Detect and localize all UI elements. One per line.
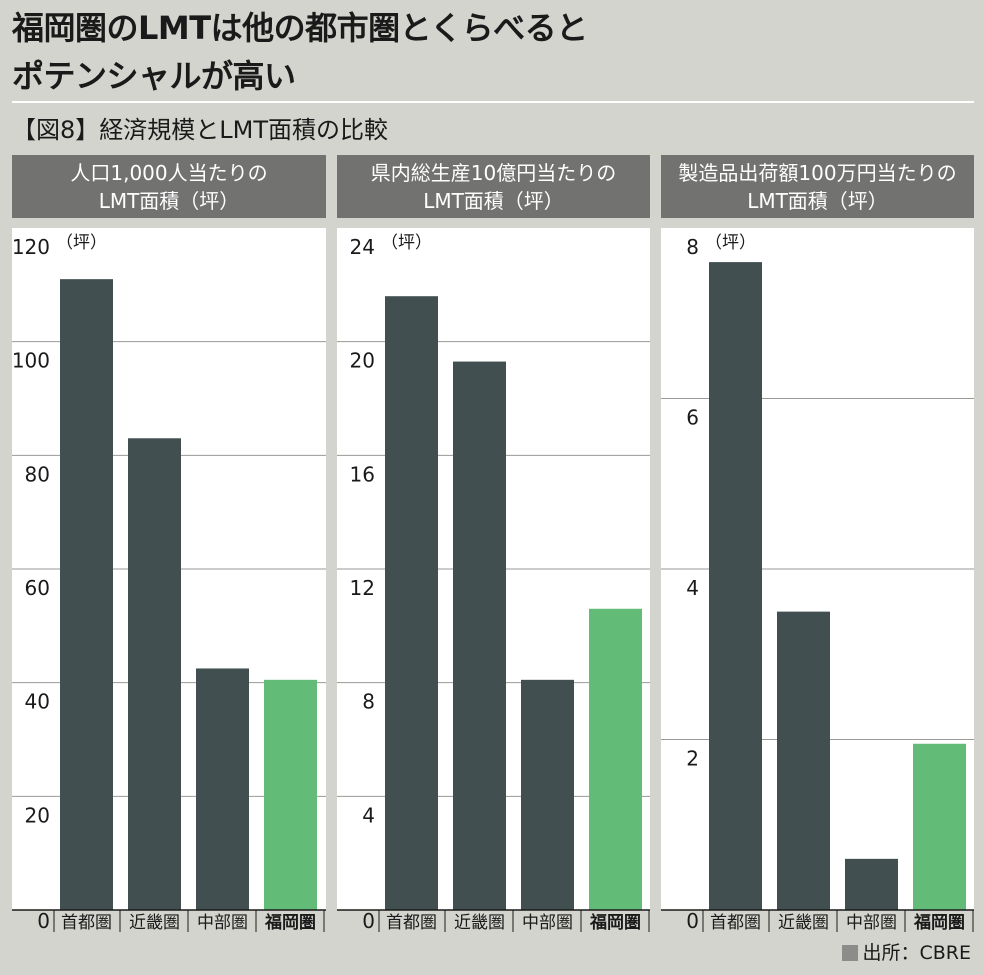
panel-3-bar-2 (777, 611, 830, 910)
panel-3-category-label: 近畿圏 (778, 913, 829, 933)
panel-2-ytick-label: 0 (362, 909, 375, 933)
panel-3-ytick-label: 0 (686, 909, 699, 933)
panel-3-bar-1 (709, 262, 762, 911)
panel-2-ytick-label: 8 (362, 690, 375, 714)
panel-3-ytick-label: 8 (686, 235, 699, 259)
panel-2-category-label: 福岡圏 (589, 912, 641, 933)
panel-1-ytick-label: 40 (25, 690, 50, 714)
panel-1-category-label: 首都圏 (61, 913, 112, 933)
panel-2-unit-label: （坪） (381, 233, 432, 253)
panel-header-3-line-2: LMT面積（坪） (747, 188, 888, 213)
panel-2-ytick-label: 16 (350, 462, 375, 486)
panel-3-category-label: 中部圏 (846, 913, 897, 933)
panel-2-ytick-label: 24 (350, 235, 375, 259)
panel-header-1-line-1: 人口1,000人当たりの (70, 160, 268, 185)
panel-1-ytick-label: 120 (12, 235, 50, 259)
panel-2-bar-2 (453, 361, 506, 910)
panel-2-bar-4 (589, 608, 642, 910)
panel-1-category-label: 近畿圏 (129, 913, 180, 933)
headline-line-2: ポテンシャルが高い (12, 57, 296, 95)
panel-1-ytick-label: 80 (25, 462, 50, 486)
panel-3-bar-3 (845, 858, 898, 910)
headline: 福岡圏のLMTは他の都市圏とくらべると ポテンシャルが高い (12, 4, 588, 100)
panel-3-category-label: 福岡圏 (913, 912, 965, 933)
panel-1-bar-2 (128, 438, 181, 910)
panel-3-ytick-label: 6 (686, 406, 699, 430)
source-note: 出所：CBRE (842, 940, 971, 966)
panel-1-category-label: 中部圏 (197, 913, 248, 933)
panel-2-ytick-label: 12 (350, 576, 375, 600)
panel-1-category-label: 福岡圏 (264, 912, 316, 933)
panel-3-ytick-label: 4 (686, 576, 699, 600)
headline-line-1: 福岡圏のLMTは他の都市圏とくらべると (12, 9, 588, 47)
panel-3-ytick-label: 2 (686, 747, 699, 771)
panel-1-ytick-label: 60 (25, 576, 50, 600)
panel-header-2: 県内総生産10億円当たりの LMT面積（坪） (337, 155, 650, 218)
panel-1-ytick-label: 0 (37, 909, 50, 933)
panel-3-category-label: 首都圏 (710, 913, 761, 933)
panel-2-category-label: 近畿圏 (454, 913, 505, 933)
panel-2-bar-1 (385, 296, 438, 910)
source-text: 出所：CBRE (862, 942, 971, 964)
panel-header-3: 製造品出荷額100万円当たりの LMT面積（坪） (661, 155, 974, 218)
panel-2-category-label: 首都圏 (386, 913, 437, 933)
panel-header-3-line-1: 製造品出荷額100万円当たりの (678, 160, 957, 185)
panel-1-ytick-label: 20 (25, 803, 50, 827)
title-divider (12, 101, 974, 103)
panel-header-2-line-1: 県内総生産10億円当たりの (370, 160, 617, 185)
panel-1-bar-1 (60, 279, 113, 910)
panel-2-ytick-label: 20 (350, 349, 375, 373)
source-square-icon (842, 945, 859, 961)
panel-2-ytick-label: 4 (362, 803, 375, 827)
panel-1-bar-4 (264, 679, 317, 910)
panel-3-bar-4 (913, 743, 966, 910)
panel-1-ytick-label: 100 (12, 349, 50, 373)
panel-header-1-line-2: LMT面積（坪） (98, 188, 240, 213)
panel-3-unit-label: （坪） (705, 233, 756, 253)
panel-2-bar-3 (521, 679, 574, 910)
panel-header-2-line-2: LMT面積（坪） (423, 188, 564, 213)
panel-1-unit-label: （坪） (56, 233, 107, 253)
panel-header-1: 人口1,000人当たりの LMT面積（坪） (12, 155, 326, 218)
panel-1-bar-3 (196, 668, 249, 910)
figure-subtitle: 【図8】経済規模とLMT面積の比較 (12, 116, 389, 144)
panel-2-category-label: 中部圏 (522, 913, 573, 933)
